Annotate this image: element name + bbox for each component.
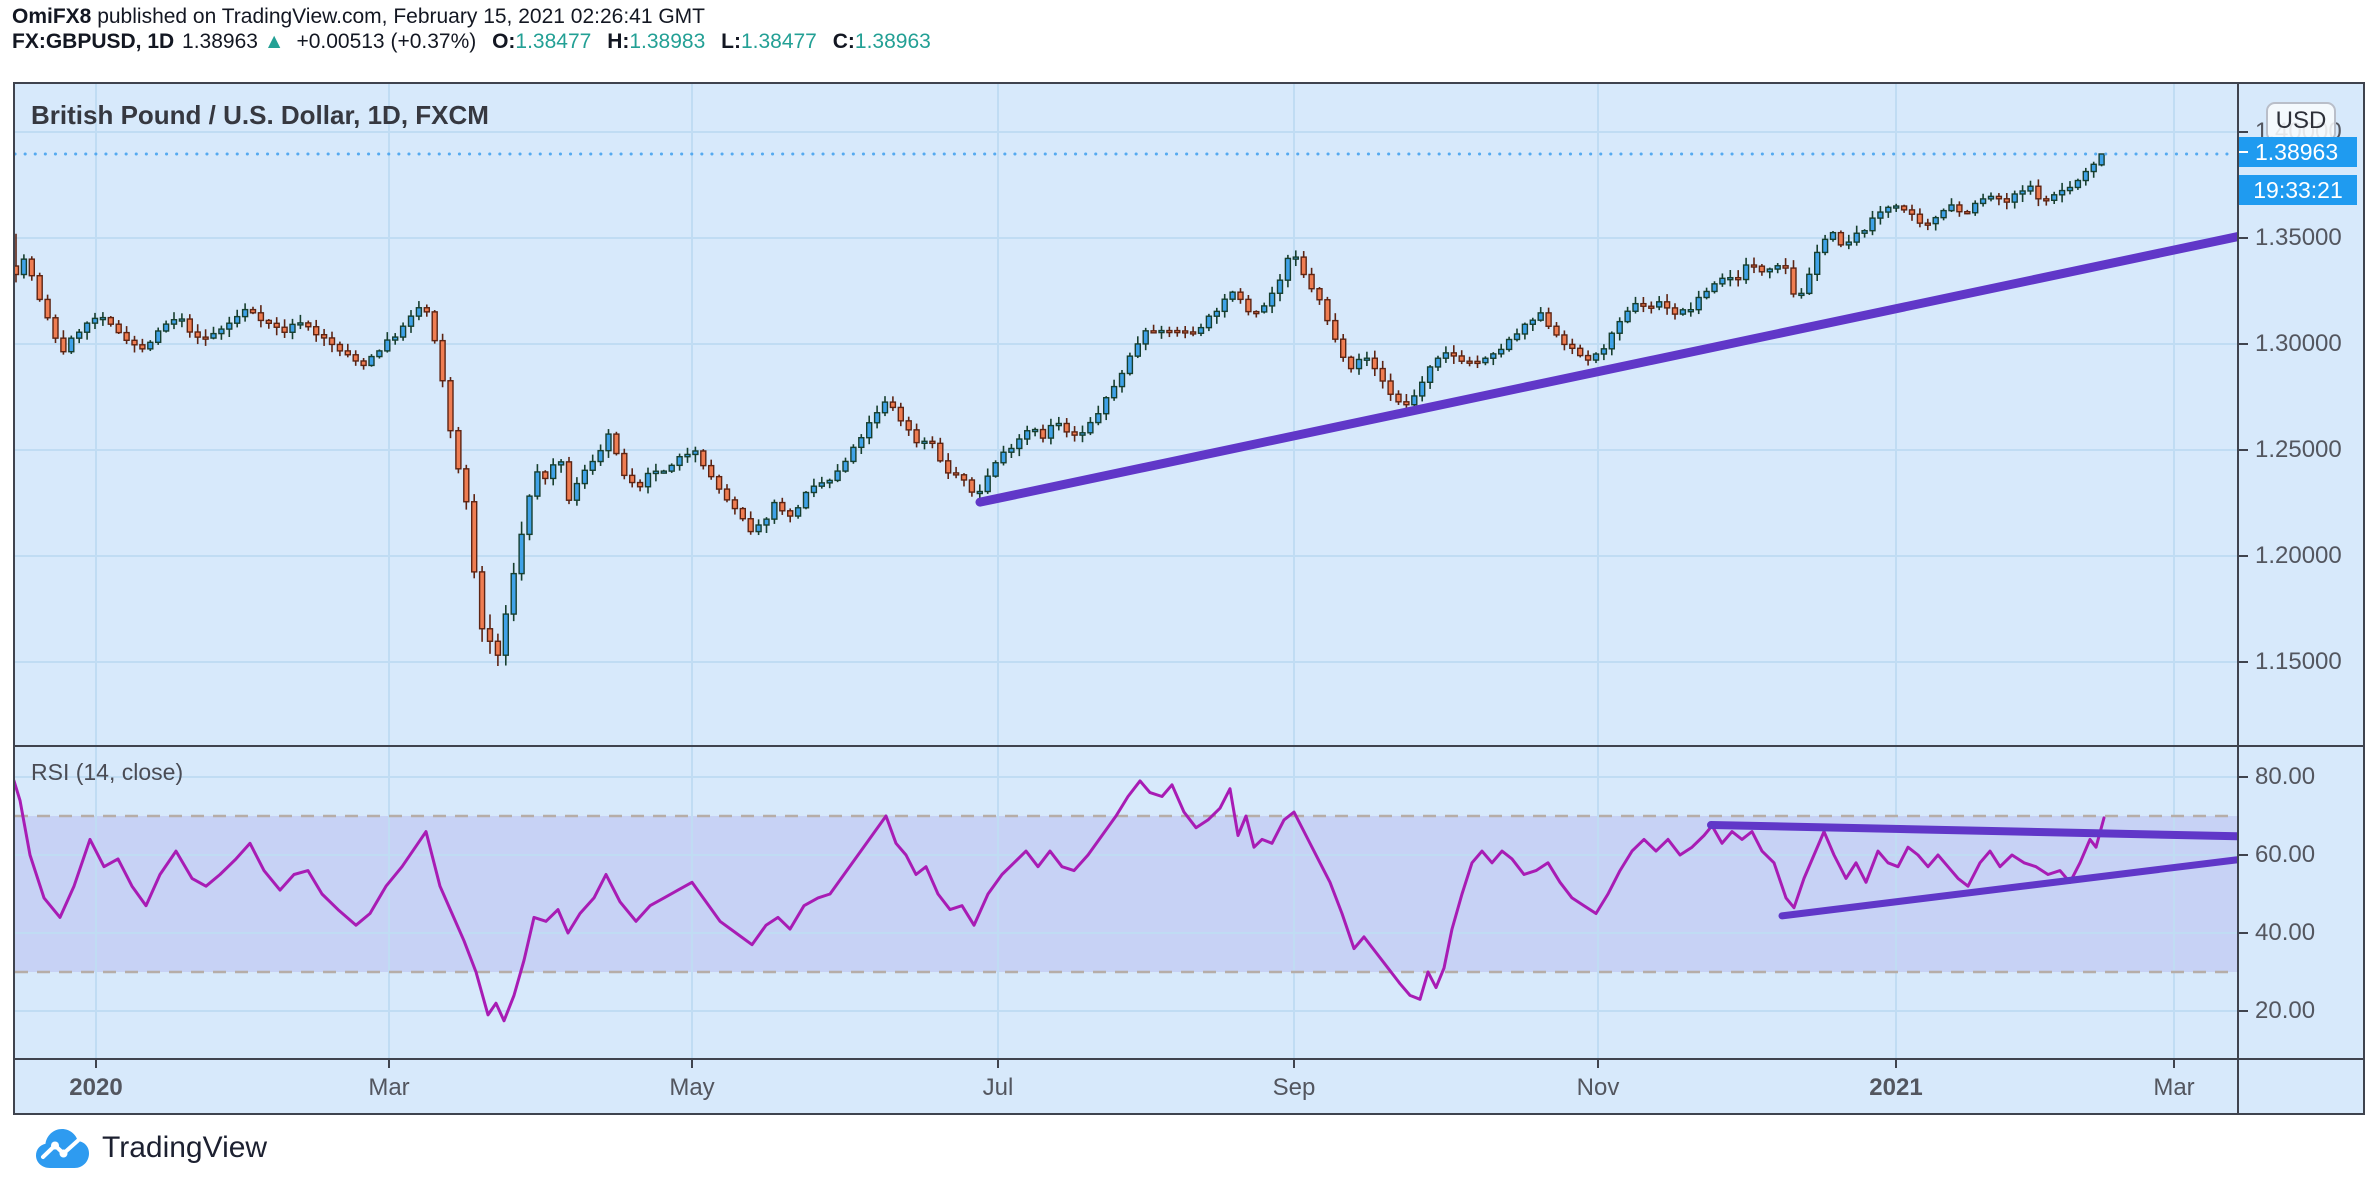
author-name: OmiFX8 [12, 5, 92, 28]
time-axis-tick [95, 1060, 97, 1068]
current-price-label: 1.38963 [2239, 137, 2357, 167]
last-price: 1.38963 [182, 30, 258, 53]
high-label: H: [607, 30, 630, 53]
time-axis-tick [1597, 1060, 1599, 1068]
low-value: 1.38477 [740, 30, 817, 53]
open-label: O: [492, 30, 516, 53]
rsi-upper-trendline[interactable] [1707, 820, 2237, 841]
price-axis[interactable]: 1.400001.350001.300001.250001.200001.150… [2239, 84, 2363, 1060]
time-axis-tick [388, 1060, 390, 1068]
time-axis-tick [2173, 1060, 2175, 1068]
high-value: 1.38983 [629, 30, 706, 53]
rsi-band [15, 816, 2237, 972]
candles[interactable] [15, 153, 2105, 667]
time-axis-tick [997, 1060, 999, 1068]
time-axis-separator [15, 1058, 2363, 1060]
publish-byline: OmiFX8 published on TradingView.com, Feb… [12, 5, 705, 29]
rsi-line [15, 779, 2106, 1023]
time-axis-label: 2021 [1869, 1074, 1923, 1101]
time-axis-label: Sep [1272, 1074, 1316, 1101]
bar-countdown: 19:33:21 [2239, 175, 2357, 205]
rsi-pane[interactable]: RSI (14, close) [15, 747, 2237, 1058]
time-axis-label: Mar [2153, 1074, 2195, 1101]
time-axis-label: 2020 [69, 1074, 123, 1101]
close-label: C: [832, 30, 855, 53]
time-axis-tick [691, 1060, 693, 1068]
main-trendline[interactable] [975, 232, 2237, 507]
time-axis-label: Jul [982, 1074, 1014, 1101]
currency-toggle-button[interactable]: USD [2266, 102, 2336, 142]
close-value: 1.38963 [854, 30, 931, 53]
candlestick-canvas[interactable] [15, 84, 2237, 745]
chart-title: British Pound / U.S. Dollar, 1D, FXCM [31, 100, 489, 130]
cloud-logo-icon [36, 1129, 89, 1168]
price-axis-separator [2237, 84, 2239, 1113]
time-axis[interactable]: 2020 Mar May Jul Sep Nov 2021 Mar [15, 1060, 2363, 1113]
up-arrow-icon: ▲ [263, 30, 285, 53]
pane-separator[interactable] [15, 745, 2363, 747]
time-axis-label: May [669, 1074, 715, 1101]
chart-widget: British Pound / U.S. Dollar, 1D, FXCM RS… [13, 82, 2365, 1115]
main-price-pane[interactable]: British Pound / U.S. Dollar, 1D, FXCM [15, 84, 2237, 745]
time-axis-tick [1293, 1060, 1295, 1068]
open-value: 1.38477 [515, 30, 592, 53]
logo-text: TradingView [102, 1131, 268, 1164]
rsi-indicator-label: RSI (14, close) [31, 759, 184, 785]
price-label-tick [2239, 151, 2248, 153]
quote-line: FX:GBPUSD, 1D 1.38963 ▲ +0.00513 (+0.37%… [12, 30, 931, 54]
tradingview-logo[interactable]: TradingView [34, 1124, 267, 1172]
price-change: +0.00513 (+0.37%) [296, 30, 477, 53]
rsi-grid [15, 747, 2237, 1058]
rsi-lower-trendline[interactable] [1778, 856, 2237, 920]
time-axis-label: Nov [1576, 1074, 1620, 1101]
main-grid [15, 84, 2237, 745]
low-label: L: [721, 30, 741, 53]
time-axis-label: Mar [368, 1074, 410, 1101]
publish-info: published on TradingView.com, February 1… [91, 5, 706, 28]
time-axis-tick [1895, 1060, 1897, 1068]
symbol-name: FX:GBPUSD, 1D [12, 30, 175, 53]
rsi-canvas[interactable] [15, 747, 2237, 1058]
